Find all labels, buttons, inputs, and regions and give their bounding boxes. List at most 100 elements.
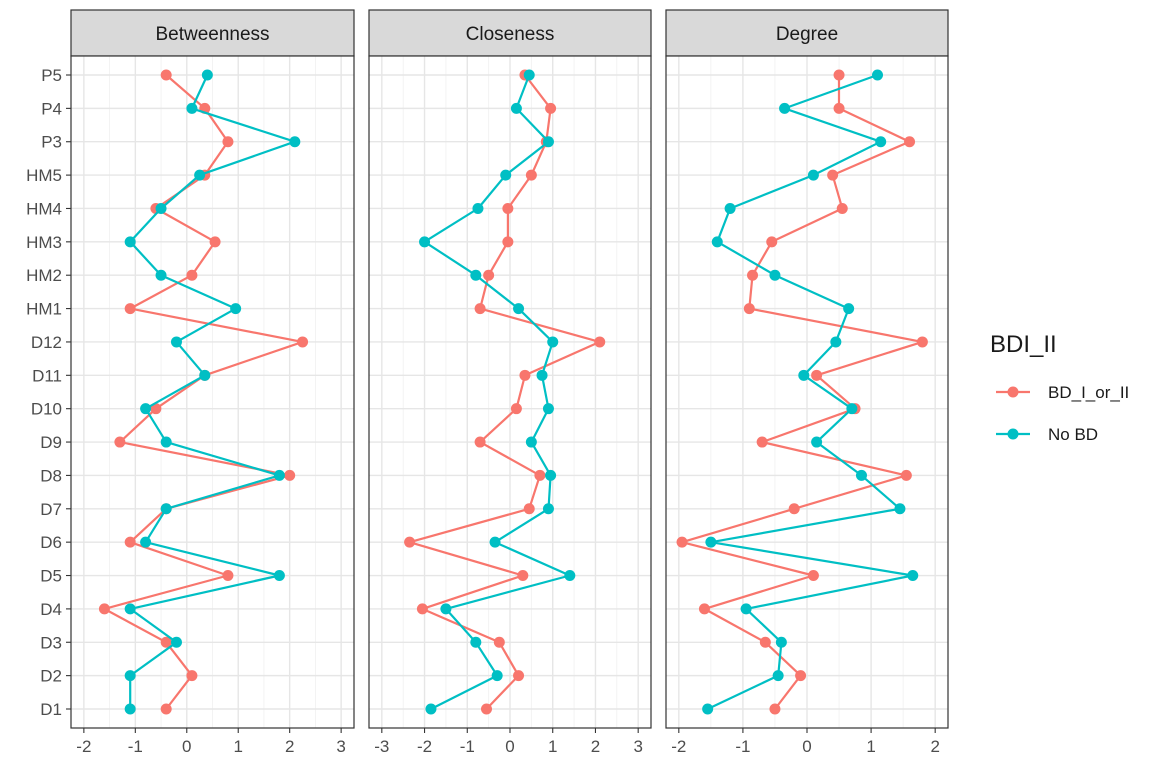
data-point-bd-i-or-ii-degree-hm4 <box>837 203 848 214</box>
data-point-bd-i-or-ii-closeness-d6 <box>404 537 415 548</box>
y-tick-label-p4: P4 <box>41 99 62 118</box>
data-point-no-bd-closeness-hm4 <box>472 203 483 214</box>
data-point-no-bd-degree-d12 <box>830 336 841 347</box>
legend-key-point-bd <box>1008 387 1019 398</box>
data-point-no-bd-degree-hm5 <box>808 170 819 181</box>
data-point-no-bd-degree-d4 <box>741 603 752 614</box>
data-point-no-bd-betweenness-d4 <box>125 603 136 614</box>
data-point-no-bd-closeness-d4 <box>440 603 451 614</box>
data-point-no-bd-degree-d7 <box>894 503 905 514</box>
data-point-no-bd-betweenness-hm4 <box>156 203 167 214</box>
data-point-no-bd-betweenness-hm5 <box>194 170 205 181</box>
data-point-bd-i-or-ii-betweenness-p5 <box>161 70 172 81</box>
x-tick-label-degree: 1 <box>866 737 875 756</box>
panel-betweenness: Betweenness -2 -1 0 1 2 3 <box>71 10 354 756</box>
x-tick-label-degree: 0 <box>802 737 811 756</box>
data-point-bd-i-or-ii-degree-d3 <box>760 637 771 648</box>
data-point-bd-i-or-ii-closeness-d4 <box>417 603 428 614</box>
y-tick-label-d1: D1 <box>40 700 62 719</box>
data-point-no-bd-betweenness-d11 <box>199 370 210 381</box>
data-point-bd-i-or-ii-closeness-d10 <box>511 403 522 414</box>
y-tick-label-hm1: HM1 <box>26 300 62 319</box>
x-tick-label-closeness: -1 <box>460 737 475 756</box>
data-point-bd-i-or-ii-degree-hm2 <box>747 270 758 281</box>
data-point-bd-i-or-ii-degree-p5 <box>834 70 845 81</box>
data-point-no-bd-betweenness-d7 <box>161 503 172 514</box>
data-point-bd-i-or-ii-degree-d6 <box>677 537 688 548</box>
data-point-no-bd-betweenness-p5 <box>202 70 213 81</box>
data-point-no-bd-betweenness-d2 <box>125 670 136 681</box>
data-point-bd-i-or-ii-degree-d9 <box>757 437 768 448</box>
data-point-bd-i-or-ii-degree-d12 <box>917 336 928 347</box>
data-point-bd-i-or-ii-degree-p4 <box>834 103 845 114</box>
data-point-no-bd-closeness-p4 <box>511 103 522 114</box>
data-point-no-bd-degree-d5 <box>907 570 918 581</box>
legend-entry-bd: BD_I_or_II <box>996 383 1129 402</box>
data-point-no-bd-betweenness-d3 <box>171 637 182 648</box>
data-point-no-bd-degree-d10 <box>846 403 857 414</box>
y-tick-label-d12: D12 <box>31 333 62 352</box>
data-point-bd-i-or-ii-closeness-hm3 <box>502 236 513 247</box>
data-point-bd-i-or-ii-closeness-hm1 <box>475 303 486 314</box>
data-point-bd-i-or-ii-betweenness-hm2 <box>186 270 197 281</box>
data-point-no-bd-closeness-d12 <box>547 336 558 347</box>
y-tick-label-d5: D5 <box>40 567 62 586</box>
data-point-bd-i-or-ii-closeness-d11 <box>519 370 530 381</box>
data-point-bd-i-or-ii-degree-d1 <box>769 704 780 715</box>
data-point-no-bd-closeness-d11 <box>537 370 548 381</box>
x-tick-label-degree: 2 <box>930 737 939 756</box>
data-point-no-bd-degree-d8 <box>856 470 867 481</box>
y-tick-label-d11: D11 <box>32 366 62 385</box>
data-point-bd-i-or-ii-degree-d8 <box>901 470 912 481</box>
legend-label-bd: BD_I_or_II <box>1048 383 1129 402</box>
data-point-no-bd-closeness-d5 <box>564 570 575 581</box>
data-point-bd-i-or-ii-degree-d2 <box>795 670 806 681</box>
data-point-bd-i-or-ii-closeness-hm5 <box>526 170 537 181</box>
data-point-no-bd-degree-d2 <box>773 670 784 681</box>
y-tick-label-p5: P5 <box>41 66 62 85</box>
data-point-no-bd-degree-hm1 <box>843 303 854 314</box>
data-point-no-bd-degree-d11 <box>798 370 809 381</box>
x-tick-label-betweenness: 0 <box>182 737 191 756</box>
x-tick-label-betweenness: -2 <box>76 737 91 756</box>
data-point-no-bd-closeness-hm1 <box>513 303 524 314</box>
x-tick-label-betweenness: 1 <box>233 737 242 756</box>
facet-strip-label-degree: Degree <box>776 24 838 45</box>
data-point-no-bd-closeness-d1 <box>425 704 436 715</box>
data-point-no-bd-closeness-d6 <box>490 537 501 548</box>
data-point-no-bd-betweenness-d6 <box>140 537 151 548</box>
data-point-no-bd-degree-d3 <box>776 637 787 648</box>
data-point-no-bd-degree-p4 <box>779 103 790 114</box>
data-point-bd-i-or-ii-closeness-d8 <box>534 470 545 481</box>
facet-strip-label-betweenness: Betweenness <box>155 24 269 45</box>
panel-closeness: Closeness -3 -2 -1 0 1 2 3 <box>369 10 651 756</box>
data-point-bd-i-or-ii-degree-hm5 <box>827 170 838 181</box>
data-point-no-bd-degree-d9 <box>811 437 822 448</box>
data-point-bd-i-or-ii-closeness-hm4 <box>502 203 513 214</box>
data-point-no-bd-degree-hm3 <box>712 236 723 247</box>
x-tick-label-closeness: -3 <box>374 737 389 756</box>
data-point-bd-i-or-ii-closeness-d12 <box>594 336 605 347</box>
data-point-no-bd-degree-d1 <box>702 704 713 715</box>
data-point-no-bd-closeness-d7 <box>543 503 554 514</box>
data-point-bd-i-or-ii-degree-p3 <box>904 136 915 147</box>
data-point-no-bd-betweenness-d9 <box>161 437 172 448</box>
data-point-no-bd-betweenness-hm1 <box>230 303 241 314</box>
y-tick-label-hm3: HM3 <box>26 233 62 252</box>
legend-entry-nobd: No BD <box>996 425 1098 444</box>
data-point-bd-i-or-ii-degree-d7 <box>789 503 800 514</box>
data-point-bd-i-or-ii-betweenness-d1 <box>161 704 172 715</box>
data-point-bd-i-or-ii-betweenness-d9 <box>114 437 125 448</box>
y-tick-label-d3: D3 <box>40 633 62 652</box>
data-point-no-bd-degree-hm2 <box>769 270 780 281</box>
data-point-bd-i-or-ii-closeness-d5 <box>517 570 528 581</box>
y-tick-label-d6: D6 <box>40 533 62 552</box>
facet-strip-label-closeness: Closeness <box>466 24 555 45</box>
x-tick-label-closeness: 2 <box>591 737 600 756</box>
x-tick-label-closeness: 1 <box>548 737 557 756</box>
y-tick-label-hm5: HM5 <box>26 166 62 185</box>
facet-panels: Betweenness -2 -1 0 1 2 3 Closeness -3 -2 -1 0 1 2 3 De… <box>71 10 948 756</box>
data-point-bd-i-or-ii-closeness-d3 <box>494 637 505 648</box>
data-point-no-bd-degree-p5 <box>872 70 883 81</box>
data-point-bd-i-or-ii-degree-hm1 <box>744 303 755 314</box>
